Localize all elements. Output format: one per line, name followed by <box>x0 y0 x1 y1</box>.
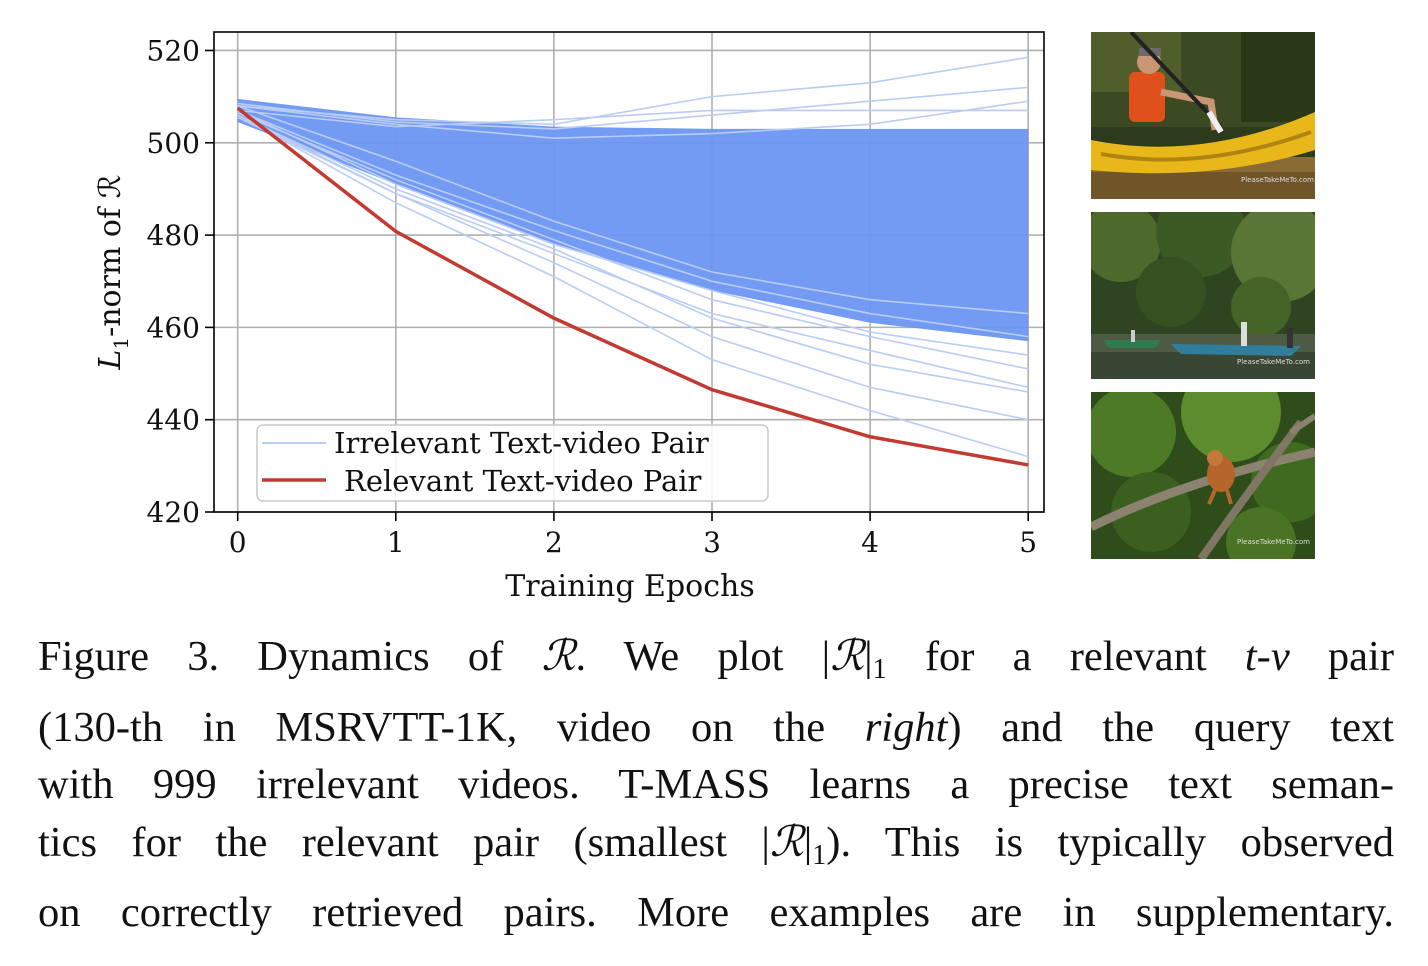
x-tick-label: 1 <box>387 526 405 559</box>
irrelevant-pair-line-1 <box>237 86 1029 130</box>
x-tick-label: 2 <box>545 526 563 559</box>
y-ticks: 420 440 460 480 500 520 <box>147 34 214 529</box>
y-axis-label-rest: -norm of ℛ <box>93 174 128 336</box>
watermark-text: PleaseTakeMeTo.com <box>1237 538 1310 546</box>
y-tick-label: 500 <box>147 127 200 160</box>
watermark-text: PleaseTakeMeTo.com <box>1237 358 1310 366</box>
irrelevant-pair-line-3 <box>237 109 1029 128</box>
video-frame-kayak: PleaseTakeMeTo.com <box>1091 32 1315 199</box>
legend-box <box>256 424 769 502</box>
y-tick-label: 460 <box>147 311 200 344</box>
irrelevant-pair-line-6 <box>237 112 1029 370</box>
irrelevant-pair-line-9 <box>237 114 1029 458</box>
x-ticks: 0 1 2 3 4 5 <box>229 512 1037 559</box>
irrelevant-pair-line-0 <box>237 56 1029 126</box>
plot-frame <box>213 31 1045 513</box>
y-axis-label: L1-norm of ℛ <box>93 174 133 370</box>
x-tick-label: 4 <box>861 526 879 559</box>
irrelevant-pairs-band <box>237 98 1029 342</box>
irrelevant-pair-line-5 <box>237 109 1029 338</box>
legend-label-relevant: Relevant Text-video Pair <box>344 464 702 498</box>
y-tick-label: 420 <box>147 496 200 529</box>
relevant-pair-polyline <box>236 106 1029 467</box>
y-tick-label: 480 <box>147 219 200 252</box>
irrelevant-pair-lines <box>237 56 1029 458</box>
legend-label-irrelevant: Irrelevant Text-video Pair <box>334 426 709 460</box>
figure-caption: Figure 3. Dynamics of ℛ. We plot |ℛ|1 fo… <box>38 628 1394 942</box>
legend: Irrelevant Text-video Pair Relevant Text… <box>256 424 769 502</box>
irrelevant-pair-line-10 <box>237 109 1029 356</box>
caption-line-1: Figure 3. Dynamics of ℛ. We plot |ℛ|1 fo… <box>38 633 1394 685</box>
line-chart: 0 1 2 3 4 5 420 440 460 480 500 520 Training Epoch… <box>93 31 1045 604</box>
x-tick-label: 5 <box>1019 526 1037 559</box>
caption-line-3: with 999 irrelevant videos. T-MASS learn… <box>38 761 1394 808</box>
y-axis-label-main: L <box>93 350 128 371</box>
x-axis-label: Training Epochs <box>505 569 755 604</box>
caption-line-4: tics for the relevant pair (smallest |ℛ|… <box>38 818 1394 871</box>
relevant-pair-line <box>236 106 1029 467</box>
caption-line-5: on correctly retrieved pairs. More examp… <box>38 889 1394 936</box>
y-tick-label: 440 <box>147 404 200 437</box>
video-frame-river-boats: PleaseTakeMeTo.com <box>1091 212 1315 379</box>
x-tick-label: 3 <box>703 526 721 559</box>
y-tick-label: 520 <box>147 34 200 67</box>
video-frame-monkey: PleaseTakeMeTo.com <box>1091 392 1315 559</box>
irrelevant-pair-line-4 <box>237 105 1029 315</box>
caption-line-2: (130-th in MSRVTT-1K, video on the right… <box>38 703 1394 751</box>
y-axis-label-sub: 1 <box>109 337 133 350</box>
irrelevant-band-area <box>237 98 1029 342</box>
irrelevant-pair-line-11 <box>237 114 1029 389</box>
irrelevant-pair-line-2 <box>237 100 1029 139</box>
watermark-text: PleaseTakeMeTo.com <box>1241 176 1314 184</box>
x-tick-label: 0 <box>229 526 247 559</box>
